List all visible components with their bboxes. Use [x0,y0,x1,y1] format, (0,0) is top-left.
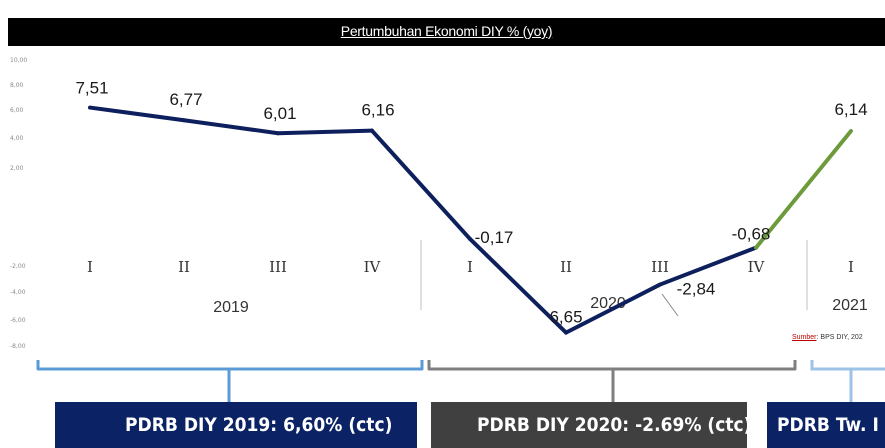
y-tick-label: 2,00 [10,165,24,172]
series-segment [88,105,186,123]
data-label: -0,17 [475,228,514,247]
quarter-label: III [651,258,669,276]
year-bracket [427,360,797,371]
quarter-label: I [467,258,473,276]
y-tick-label: 10,00 [10,57,27,64]
source-note: Sumber: BPS DIY, 202 [792,334,863,341]
data-label: 6,14 [834,100,867,119]
year-bracket [810,360,885,371]
label-leader [661,293,679,317]
data-label: 6,01 [263,104,296,123]
y-tick-label: 8,00 [10,82,24,89]
quarter-label: I [848,258,854,276]
data-label: 6,77 [169,90,202,109]
series-segment [370,128,472,241]
series-segment [658,245,758,287]
pdrb-2021-box: PDRB Tw. I 2021 [767,402,885,448]
data-label: 7,51 [75,79,108,98]
data-label: -0,68 [732,225,771,244]
quarter-label: IV [364,258,382,276]
y-tick-label: 4,00 [10,135,24,142]
y-tick-label: -2,00 [10,263,26,270]
data-label: 6,16 [361,101,394,120]
source-prefix: Sumber [792,334,817,341]
series-segment [564,282,662,335]
year-label: 2019 [213,299,249,316]
pdrb-2019-text: PDRB DIY 2019: 6,60% (ctc) [125,414,393,436]
quarter-label: I [87,258,93,276]
pdrb-2020-text: PDRB DIY 2020: -2.69% (ctc) [477,414,747,436]
series-segment [182,118,280,136]
year-bracket [36,360,424,371]
quarter-label: III [269,258,287,276]
y-tick-label: -8,00 [10,343,26,350]
data-label: -2,84 [677,280,716,299]
y-tick-label: -4,00 [10,289,26,296]
pdrb-2020-box: PDRB DIY 2020: -2.69% (ctc) [431,402,747,448]
series-segment [754,129,853,250]
year-label: 2021 [832,297,868,314]
quarter-label: II [178,258,190,276]
y-tick-label: 6,00 [10,107,24,114]
quarter-label: IV [748,258,766,276]
data-label: 6,65 [549,308,582,327]
chart-title-bar: Pertumbuhan Ekonomi DIY % (yoy) [8,18,885,46]
source-text: : BPS DIY, 202 [816,334,863,341]
pdrb-2019-box: PDRB DIY 2019: 6,60% (ctc) [55,402,417,448]
y-tick-label: -6,00 [10,317,26,324]
series-segment [468,236,568,335]
chart-title: Pertumbuhan Ekonomi DIY % (yoy) [340,23,553,39]
quarter-label: II [560,258,572,276]
pdrb-2021-text: PDRB Tw. I 2021 [777,414,885,436]
series-segment [276,128,374,136]
